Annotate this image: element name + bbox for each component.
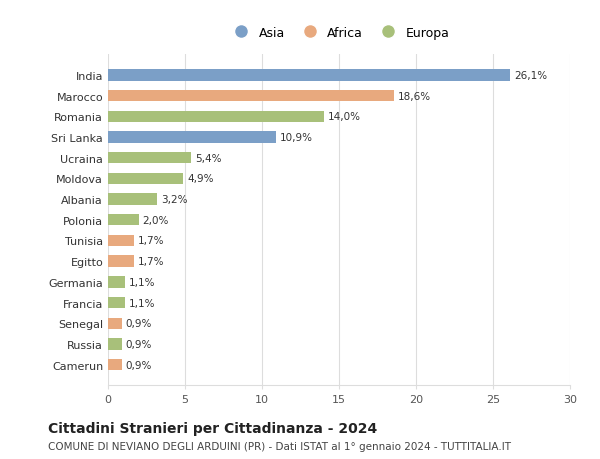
Text: 1,7%: 1,7%: [138, 236, 164, 246]
Bar: [108, 91, 394, 102]
Text: 4,9%: 4,9%: [187, 174, 214, 184]
Bar: [108, 215, 139, 226]
Text: 2,0%: 2,0%: [143, 215, 169, 225]
Bar: [108, 256, 134, 267]
Text: COMUNE DI NEVIANO DEGLI ARDUINI (PR) - Dati ISTAT al 1° gennaio 2024 - TUTTITALI: COMUNE DI NEVIANO DEGLI ARDUINI (PR) - D…: [48, 441, 511, 451]
Text: 1,7%: 1,7%: [138, 257, 164, 267]
Text: 18,6%: 18,6%: [398, 91, 431, 101]
Legend: Asia, Africa, Europa: Asia, Africa, Europa: [223, 22, 455, 45]
Text: 14,0%: 14,0%: [328, 112, 361, 122]
Text: 5,4%: 5,4%: [195, 153, 221, 163]
Bar: [108, 70, 510, 81]
Bar: [108, 153, 191, 164]
Bar: [108, 359, 122, 370]
Bar: [108, 339, 122, 350]
Bar: [108, 174, 184, 185]
Bar: [108, 112, 323, 123]
Text: 0,9%: 0,9%: [126, 319, 152, 329]
Bar: [108, 132, 276, 143]
Text: 0,9%: 0,9%: [126, 360, 152, 370]
Bar: [108, 297, 125, 308]
Bar: [108, 235, 134, 246]
Bar: [108, 277, 125, 288]
Text: 1,1%: 1,1%: [129, 277, 155, 287]
Bar: [108, 318, 122, 329]
Text: 1,1%: 1,1%: [129, 298, 155, 308]
Text: 0,9%: 0,9%: [126, 339, 152, 349]
Text: 26,1%: 26,1%: [514, 71, 547, 81]
Text: 3,2%: 3,2%: [161, 195, 188, 205]
Bar: [108, 194, 157, 205]
Text: 10,9%: 10,9%: [280, 133, 313, 143]
Text: Cittadini Stranieri per Cittadinanza - 2024: Cittadini Stranieri per Cittadinanza - 2…: [48, 421, 377, 436]
